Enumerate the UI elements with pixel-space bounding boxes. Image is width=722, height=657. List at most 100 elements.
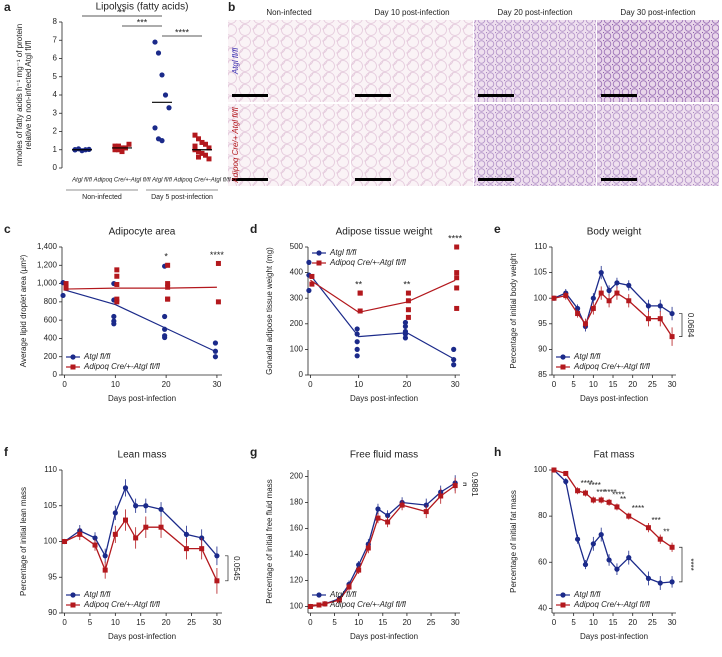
legend-label: Atgl fl/fl [83,352,110,361]
micrograph [228,104,350,186]
chart-title: Lipolysis (fatty acids) [96,2,189,13]
data-point [60,292,66,299]
significance-label: **** [588,481,600,490]
y-tick-label: 0 [53,370,58,379]
x-axis-label: Days post-infection [350,394,418,403]
data-point [645,525,651,531]
y-tick-label: 100 [290,602,304,611]
data-point [158,506,164,512]
significance-label: **** [632,504,644,513]
chart-title: Fat mass [593,450,634,461]
data-point [166,105,172,111]
data-point [454,244,460,250]
legend-label: Adipoq Cre/+-Atgl fl/fl [83,600,160,609]
data-point [112,147,118,153]
data-point [598,270,604,276]
y-tick-label: 1 [53,145,58,154]
x-tick-label: 30 [212,380,221,389]
y-tick-label: 3 [53,108,58,117]
y-tick-label: 8 [53,17,58,26]
data-point [590,295,596,301]
x-tick-label: 10 [111,618,120,627]
x-axis-label: Days post-infection [108,394,176,403]
x-tick-label: 5 [571,618,576,627]
data-point [582,321,588,327]
data-point [626,282,632,288]
data-point [336,597,342,603]
data-point [402,335,409,341]
x-tick-label: 5 [332,618,337,627]
data-point [162,313,168,320]
chart-title: Body weight [587,227,642,238]
legend-marker [70,602,76,608]
legend-marker [70,364,76,370]
panel-label: b [228,0,235,14]
data-point [626,298,632,304]
data-point [196,136,201,142]
data-point [575,311,581,317]
significance-label: *** [596,488,605,497]
significance-label: ** [355,279,363,289]
mean-line [64,286,217,290]
data-point [203,141,208,147]
significance-label: **** [175,27,190,37]
data-point [116,143,121,149]
data-point [102,567,108,573]
row-label: Atgl fl/fl [231,48,240,75]
significance-label: ** [118,7,126,17]
chart-title: Adipose tissue weight [336,227,433,238]
data-point [574,305,581,312]
data-point [306,259,312,265]
y-axis-label: nmoles of fatty acids h⁻¹ mg⁻¹ of protei… [15,24,24,166]
data-point [657,303,663,309]
data-point [582,490,588,496]
data-point [196,149,201,155]
data-point [111,313,117,320]
data-point [122,485,129,491]
y-axis-label: Percentage of initial fat mass [509,490,518,593]
y-tick-label: 2 [53,127,58,136]
x-tick-label: 20 [628,618,637,627]
data-point [119,149,125,155]
y-tick-label: 160 [290,524,304,533]
scale-bar [355,178,391,181]
data-point [162,92,169,98]
data-point [575,488,581,494]
scale-bar [601,178,637,181]
mean-line [64,289,218,353]
panel-label: f [4,445,9,459]
data-point [354,331,360,337]
x-tick-label: Atgl fl/fl [151,178,172,184]
data-point [158,524,164,530]
y-axis-label: Percentage of initial body weight [509,253,518,369]
y-tick-label: 120 [290,576,304,585]
x-tick-label: Atgl fl/fl [71,178,92,184]
data-point [645,303,652,309]
legend-marker [560,592,566,598]
p-value: 0.9881 [470,472,479,497]
x-tick-label: 30 [668,618,677,627]
data-point [574,536,581,542]
y-tick-label: 200 [290,472,304,481]
data-point [551,295,557,301]
data-point [402,323,409,329]
y-tick-label: 90 [48,608,57,617]
y-tick-label: 800 [44,297,58,306]
y-tick-label: 90 [538,345,547,354]
data-point [206,145,212,151]
mean-line [309,274,456,361]
y-tick-label: 0 [299,370,304,379]
y-axis-label: Average lipid droplet area (µm²) [19,254,28,367]
data-point [405,307,411,313]
y-tick-label: 100 [534,465,548,474]
x-tick-label: 0 [308,380,313,389]
x-tick-label: 15 [136,618,145,627]
group-label: Day 5 post-infection [151,194,213,201]
data-point [155,50,162,56]
significance-label: *** [651,516,660,525]
data-point [63,281,69,287]
y-tick-label: 105 [44,501,58,510]
data-point [92,535,98,541]
legend-marker [316,602,322,608]
x-tick-label: 25 [427,618,436,627]
